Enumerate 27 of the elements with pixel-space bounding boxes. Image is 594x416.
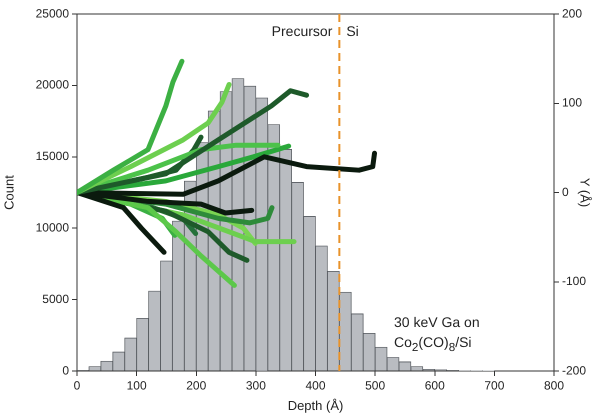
x-tick-label: 100 — [126, 378, 147, 393]
annotation: 30 keV Ga on — [394, 313, 480, 331]
x-axis-title: Depth (Å) — [288, 398, 344, 413]
y-tick-label: 10000 — [36, 220, 70, 235]
y-axis-title: Count — [1, 174, 16, 210]
annotation: Co$_{2}$(CO)$_{8}$/Si — [394, 333, 472, 356]
x-tick-label: 500 — [365, 378, 386, 393]
y-tick-label: 15000 — [36, 149, 70, 164]
annotation: Precursor — [272, 22, 332, 40]
x-tick-label: 300 — [246, 378, 266, 393]
y2-tick-label: 100 — [562, 96, 582, 110]
x-tick-label: 0 — [74, 378, 81, 393]
y2-tick-label: -100 — [562, 274, 586, 288]
x-tick-label: 700 — [484, 378, 505, 393]
x-tick-label: 400 — [305, 378, 326, 393]
y2-tick-label: 0 — [562, 184, 569, 199]
y-tick-label: 20000 — [36, 78, 70, 92]
y2-tick-label: 200 — [562, 6, 582, 20]
y-tick-label: 25000 — [36, 6, 70, 20]
x-tick-label: 600 — [424, 378, 446, 393]
y-tick-label: 5000 — [42, 292, 70, 306]
y-tick-label: 0 — [62, 363, 70, 378]
x-tick-label: 800 — [544, 378, 564, 393]
y2-tick-label: -200 — [562, 363, 586, 378]
annotation: Si — [346, 22, 359, 40]
x-tick-label: 200 — [186, 378, 207, 393]
y2-axis-title: Y (Å) — [578, 178, 593, 208]
